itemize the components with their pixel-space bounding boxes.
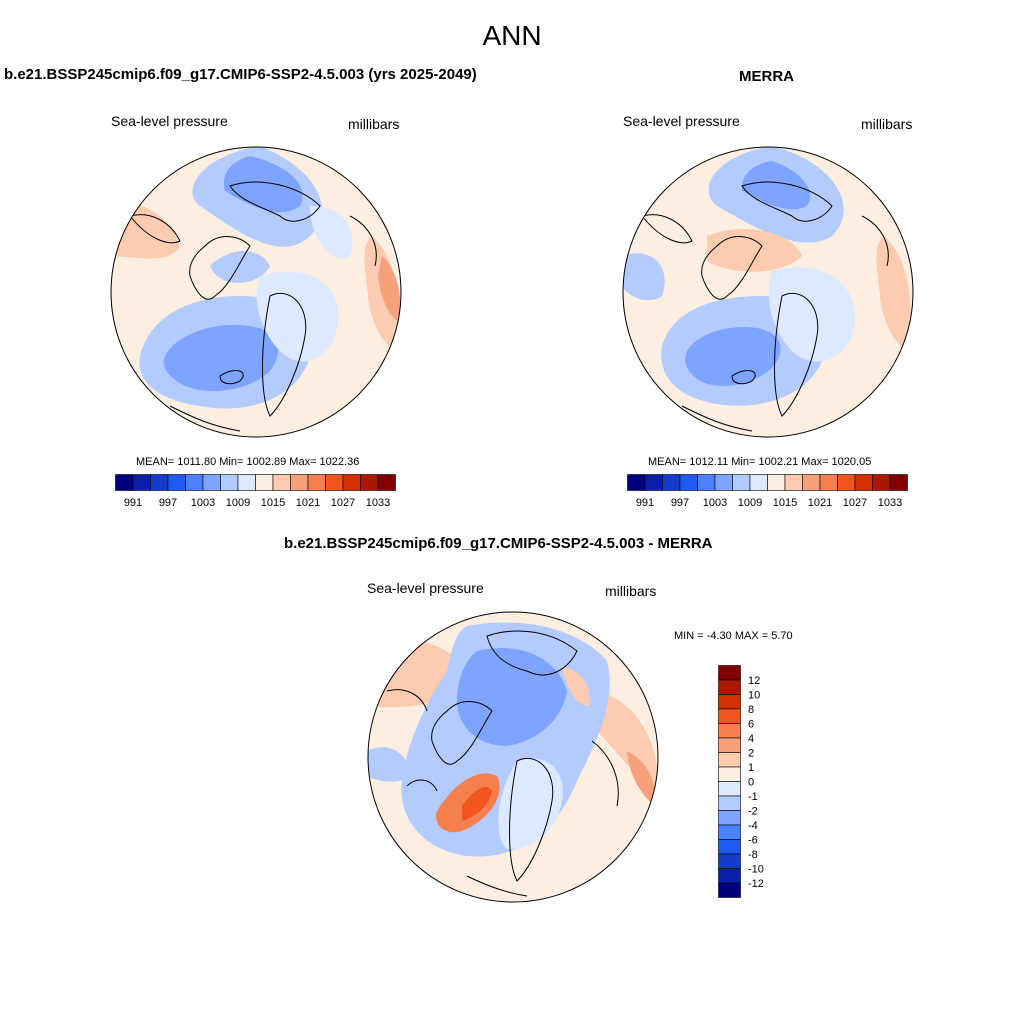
model-colorbar-tick-label: 991	[124, 497, 142, 509]
diff-variable-label: Sea-level pressure	[367, 580, 484, 596]
diff-colorbar-tick-label: -6	[748, 835, 758, 847]
diff-colorbar-tick-label: 10	[748, 690, 760, 702]
diff-colorbar-swatch	[718, 723, 741, 739]
obs-colorbar-swatch	[697, 474, 716, 491]
diff-colorbar-swatch	[718, 795, 741, 811]
obs-units-label: millibars	[861, 116, 913, 132]
obs-colorbar-swatch	[714, 474, 733, 491]
diff-colorbar-swatch	[718, 752, 741, 768]
model-units-label: millibars	[348, 116, 400, 132]
model-colorbar-swatch	[115, 474, 134, 491]
model-colorbar-swatch	[220, 474, 239, 491]
model-colorbar: 991 997 1003 1009 1015 1021 1027 1033	[115, 474, 396, 509]
obs-colorbar-swatch	[819, 474, 838, 491]
model-colorbar-tick-label: 1021	[296, 497, 320, 509]
diff-colorbar-tick-label: 6	[748, 719, 754, 731]
obs-colorbar-swatch	[644, 474, 663, 491]
model-colorbar-tick-label: 1033	[366, 497, 390, 509]
diff-colorbar-swatch	[718, 882, 741, 898]
obs-colorbar-tick-label: 997	[671, 497, 689, 509]
obs-colorbar-tick-label: 1009	[738, 497, 762, 509]
diff-colorbar-swatch	[718, 679, 741, 695]
obs-variable-label: Sea-level pressure	[623, 113, 740, 129]
obs-stats: MEAN= 1012.11 Min= 1002.21 Max= 1020.05	[648, 456, 872, 468]
diff-colorbar-tick-label: -10	[748, 864, 764, 876]
obs-colorbar-swatch	[872, 474, 891, 491]
diff-colorbar-tick-label: 2	[748, 748, 754, 760]
obs-colorbar-swatch	[802, 474, 821, 491]
model-stats: MEAN= 1011.80 Min= 1002.89 Max= 1022.36	[136, 456, 360, 468]
diff-colorbar-tick-label: -2	[748, 806, 758, 818]
diff-polar-map	[367, 611, 659, 903]
model-colorbar-swatch	[307, 474, 326, 491]
model-colorbar-swatch	[255, 474, 274, 491]
diff-colorbar-swatch	[718, 853, 741, 869]
diff-colorbar-tick-label: 8	[748, 704, 754, 716]
model-colorbar-swatch	[360, 474, 379, 491]
model-polar-map	[110, 146, 402, 438]
diff-units-label: millibars	[605, 583, 657, 599]
diff-colorbar-swatch	[718, 708, 741, 724]
diff-colorbar-tick-label: -1	[748, 791, 758, 803]
diff-colorbar-tick-label: -8	[748, 849, 758, 861]
model-colorbar-tick-label: 1015	[261, 497, 285, 509]
obs-colorbar-swatch	[854, 474, 873, 491]
diff-stats: MIN = -4.30 MAX = 5.70	[674, 630, 793, 642]
diff-colorbar-swatch	[718, 824, 741, 840]
model-colorbar-swatch	[325, 474, 344, 491]
obs-colorbar-swatch	[679, 474, 698, 491]
diff-colorbar-swatch	[718, 781, 741, 797]
obs-colorbar-tick-label: 1033	[878, 497, 902, 509]
model-colorbar-swatch	[377, 474, 396, 491]
model-colorbar-swatch	[342, 474, 361, 491]
diff-colorbar-swatch	[718, 839, 741, 855]
diff-colorbar-tick-label: -4	[748, 820, 758, 832]
diff-colorbar-tick-label: 0	[748, 777, 754, 789]
obs-colorbar-tick-label: 1003	[703, 497, 727, 509]
obs-colorbar-swatch	[784, 474, 803, 491]
obs-colorbar-tick-label: 1021	[808, 497, 832, 509]
obs-colorbar-swatch	[889, 474, 908, 491]
model-colorbar-swatch	[132, 474, 151, 491]
diff-colorbar-swatch	[718, 868, 741, 884]
model-colorbar-swatch	[150, 474, 169, 491]
diff-colorbar-tick-label: -12	[748, 878, 764, 890]
obs-colorbar-swatch	[732, 474, 751, 491]
obs-colorbar-swatch	[837, 474, 856, 491]
obs-colorbar-swatch	[767, 474, 786, 491]
diff-colorbar-swatch	[718, 694, 741, 710]
diff-colorbar-swatch	[718, 737, 741, 753]
diff-colorbar-tick-label: 1	[748, 762, 754, 774]
model-colorbar-swatch	[237, 474, 256, 491]
obs-colorbar-tick-label: 1027	[843, 497, 867, 509]
model-colorbar-tick-label: 1009	[226, 497, 250, 509]
obs-colorbar-tick-label: 991	[636, 497, 654, 509]
model-colorbar-swatch	[290, 474, 309, 491]
obs-colorbar-tick-label: 1015	[773, 497, 797, 509]
obs-colorbar-swatch	[662, 474, 681, 491]
diff-colorbar-swatch	[718, 810, 741, 826]
obs-panel-title: MERRA	[739, 68, 794, 85]
diff-colorbar-swatch	[718, 766, 741, 782]
obs-colorbar-swatch	[749, 474, 768, 491]
model-panel-title: b.e21.BSSP245cmip6.f09_g17.CMIP6-SSP2-4.…	[4, 66, 477, 83]
obs-polar-map	[622, 146, 914, 438]
diff-panel-title: b.e21.BSSP245cmip6.f09_g17.CMIP6-SSP2-4.…	[284, 535, 713, 552]
model-colorbar-swatch	[167, 474, 186, 491]
diff-colorbar-tick-label: 4	[748, 733, 754, 745]
diff-colorbar-swatch	[718, 665, 741, 681]
model-colorbar-swatch	[185, 474, 204, 491]
model-colorbar-swatch	[272, 474, 291, 491]
model-colorbar-tick-label: 997	[159, 497, 177, 509]
figure-title: ANN	[482, 20, 542, 51]
obs-colorbar-swatch	[627, 474, 646, 491]
diff-colorbar-tick-label: 12	[748, 675, 760, 687]
model-colorbar-tick-label: 1027	[331, 497, 355, 509]
model-colorbar-tick-label: 1003	[191, 497, 215, 509]
model-colorbar-swatch	[202, 474, 221, 491]
model-variable-label: Sea-level pressure	[111, 113, 228, 129]
obs-colorbar: 991 997 1003 1009 1015 1021 1027 1033	[627, 474, 908, 509]
